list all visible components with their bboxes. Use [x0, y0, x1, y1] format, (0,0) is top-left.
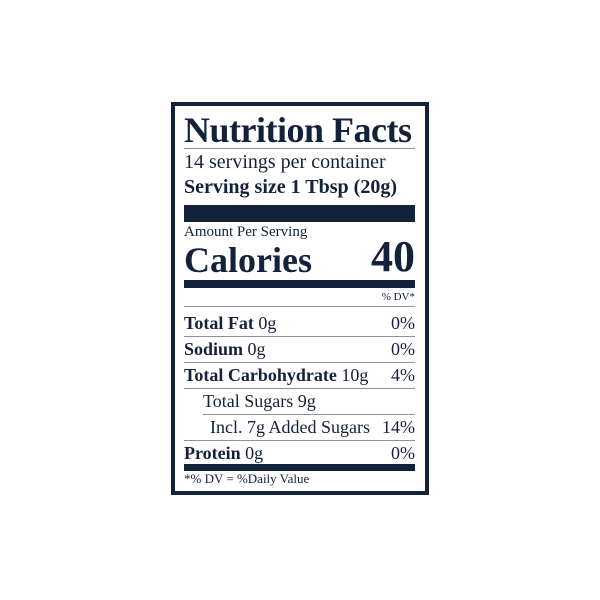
nutrient-dv: 14%	[382, 417, 415, 437]
nutrient-label: Total Carbohydrate	[184, 365, 337, 385]
servings-per-container: 14 servings per container	[184, 151, 386, 173]
serving-size-value: 1 Tbsp (20g)	[290, 176, 397, 198]
medium-divider	[184, 464, 415, 471]
nutrient-row-total-sugars: Total Sugars 9g	[203, 389, 415, 415]
calories-label: Calories	[184, 240, 312, 280]
dv-header: % DV*	[381, 291, 415, 303]
divider	[184, 148, 415, 149]
label-title: Nutrition Facts	[184, 110, 412, 150]
medium-divider	[184, 280, 415, 288]
nutrient-amount: 0g	[245, 443, 264, 463]
footnote: *% DV = %Daily Value	[184, 471, 310, 486]
calories-value: 40	[371, 232, 415, 281]
nutrient-row-added-sugars: Incl. 7g Added Sugars 14%	[184, 415, 415, 441]
nutrient-label: Protein	[184, 443, 241, 463]
nutrition-facts-label: Nutrition Facts 14 servings per containe…	[171, 102, 429, 495]
thick-divider	[184, 205, 415, 222]
nutrient-row-protein: Protein 0g 0%	[184, 441, 415, 466]
serving-size: Serving size 1 Tbsp (20g)	[184, 176, 397, 198]
nutrient-row-total-fat: Total Fat 0g 0%	[184, 311, 415, 337]
nutrient-dv: 0%	[391, 443, 415, 463]
nutrient-amount: 10g	[341, 365, 369, 385]
nutrient-dv: 0%	[391, 313, 415, 333]
nutrient-label: Incl. 7g Added Sugars	[210, 417, 370, 437]
nutrient-label: Sodium	[184, 339, 244, 359]
amount-per-serving: Amount Per Serving	[184, 224, 308, 240]
nutrient-row-sodium: Sodium 0g 0%	[184, 337, 415, 363]
nutrient-dv: 4%	[391, 365, 415, 385]
nutrient-amount: 0g	[247, 339, 266, 359]
divider	[184, 306, 415, 307]
nutrient-row-total-carbohydrate: Total Carbohydrate 10g 4%	[184, 363, 415, 389]
nutrient-label: Total Sugars 9g	[203, 391, 316, 411]
nutrient-dv: 0%	[391, 339, 415, 359]
nutrient-label: Total Fat	[184, 313, 254, 333]
nutrient-amount: 0g	[258, 313, 277, 333]
serving-size-label: Serving size	[184, 176, 286, 198]
